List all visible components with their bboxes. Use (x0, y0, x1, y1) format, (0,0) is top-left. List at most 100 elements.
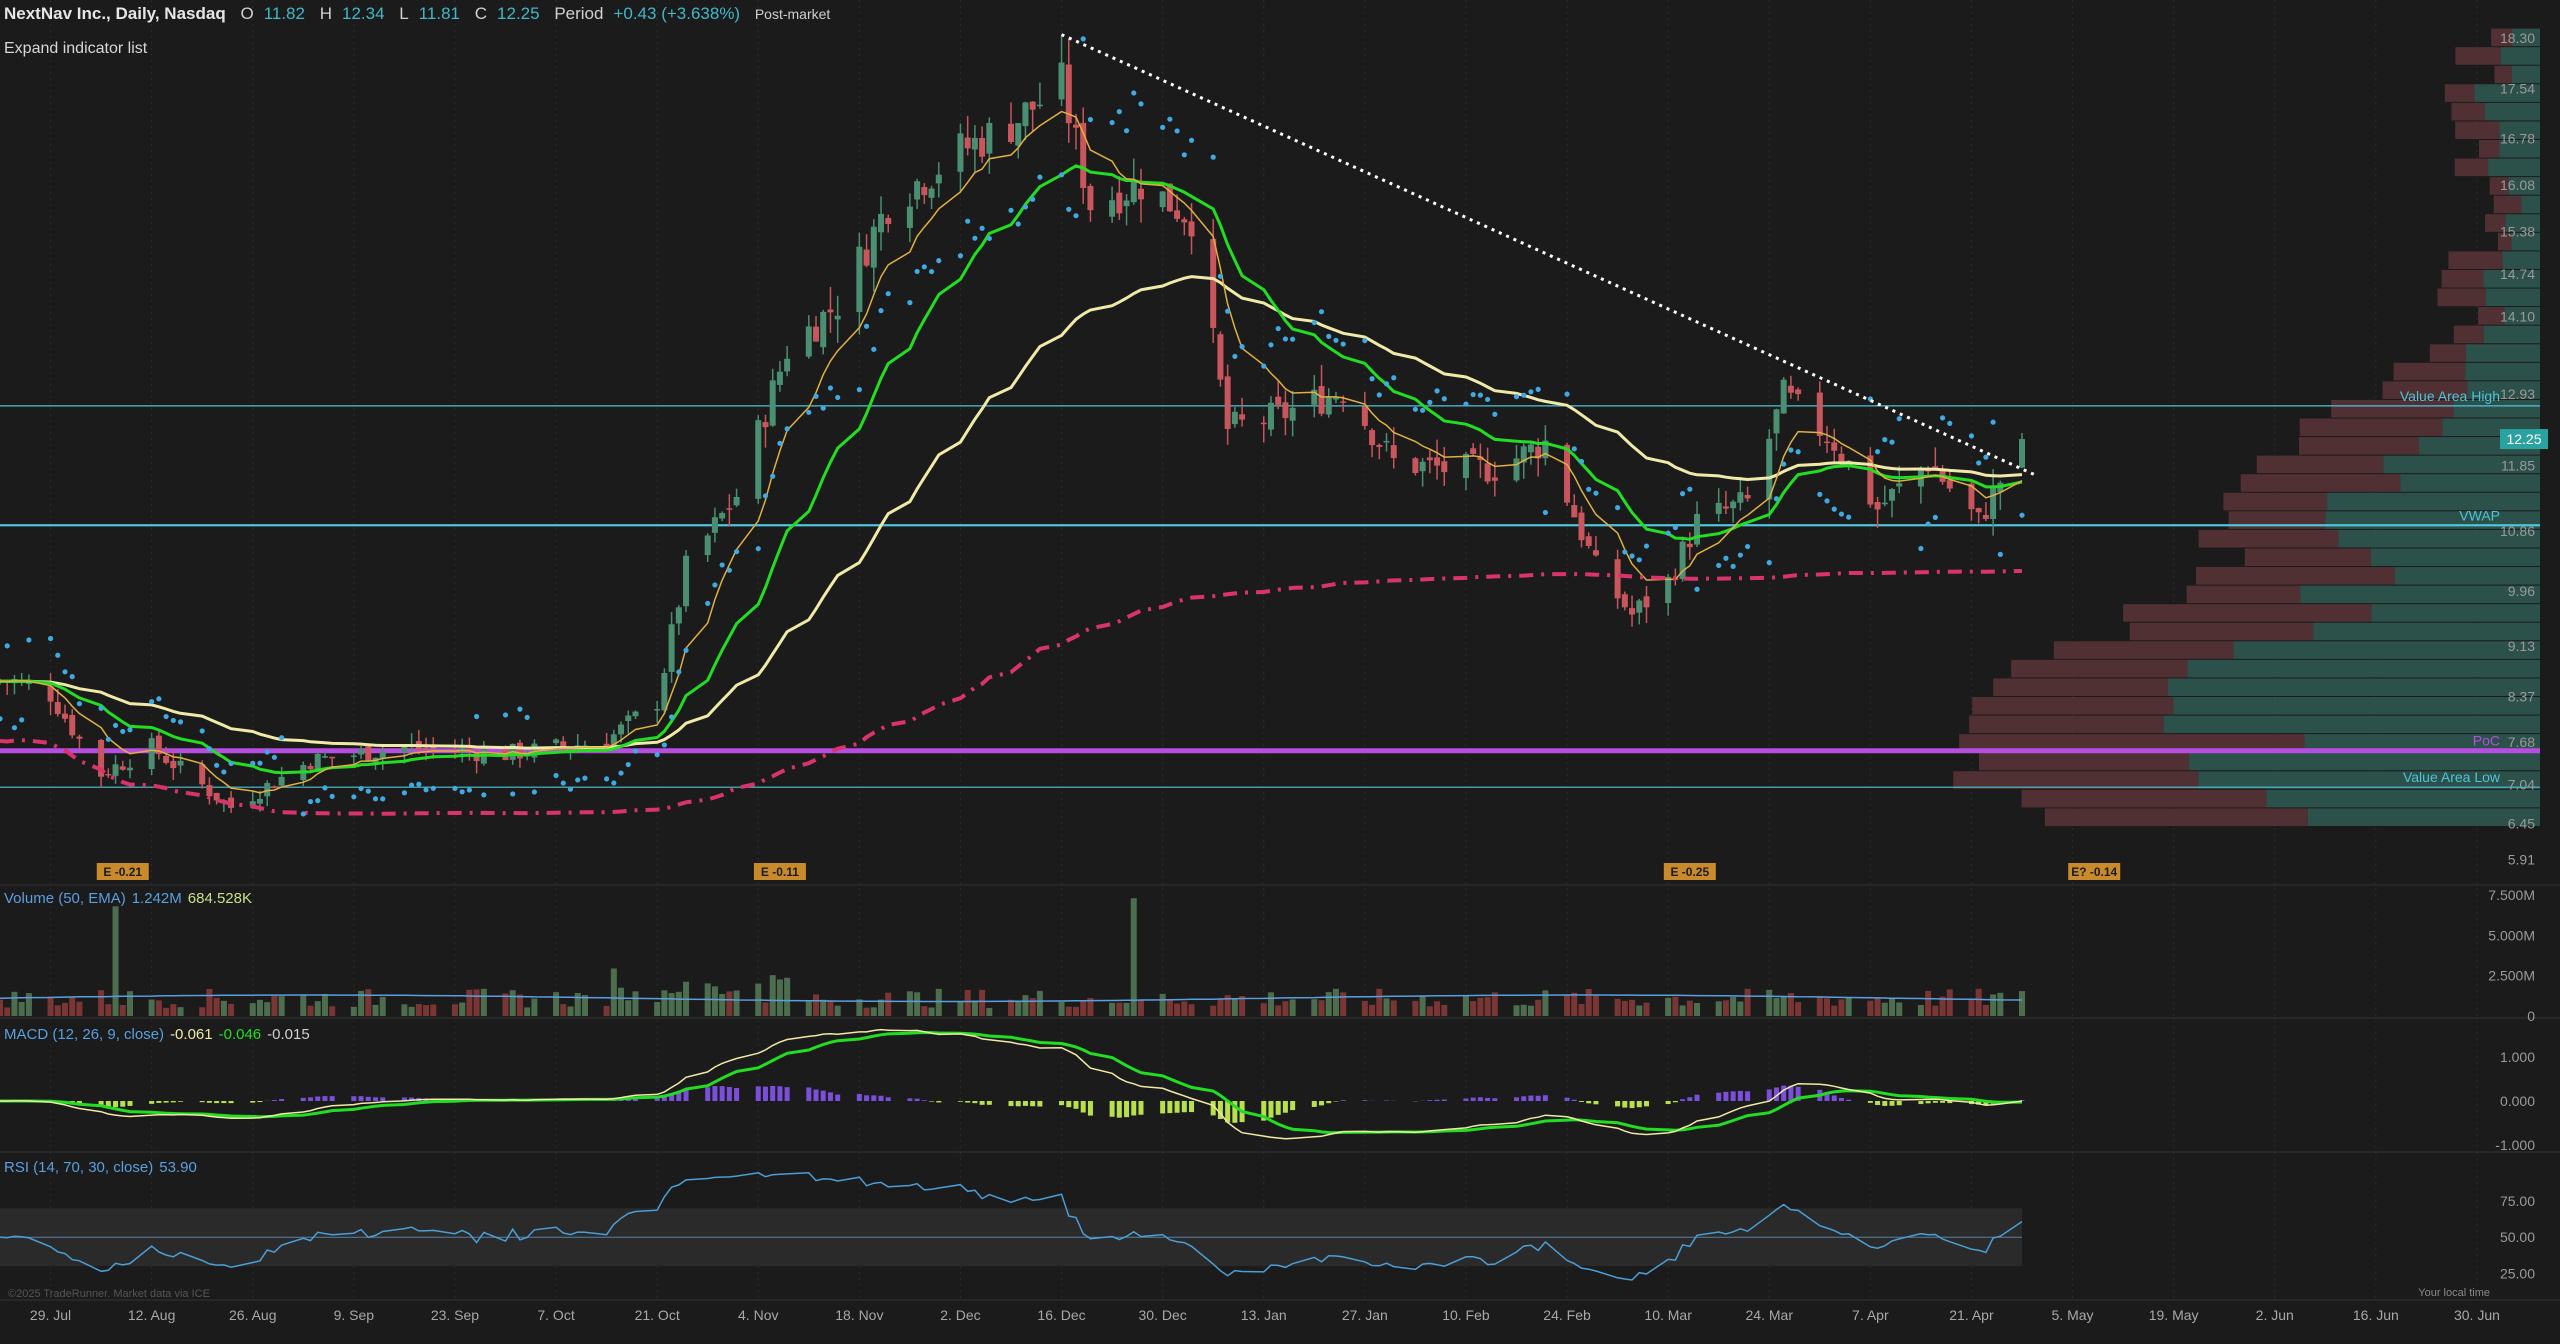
macd-histogram-bar (1435, 1100, 1440, 1101)
volume-bar (1080, 1001, 1086, 1016)
sar-dot (1326, 334, 1331, 339)
candle-body (1781, 380, 1787, 414)
candle-body (1578, 513, 1584, 541)
price-tick-label: 16.08 (2500, 177, 2535, 193)
volume-bar (986, 1008, 992, 1016)
macd-histogram-bar (1868, 1101, 1873, 1103)
profile-bar-down (1969, 716, 2164, 734)
volume-bar (625, 1000, 631, 1016)
candle-body (1723, 506, 1729, 508)
macd-histogram-bar (1319, 1101, 1324, 1105)
macd-histogram-bar (965, 1101, 970, 1103)
macd-histogram-bar (200, 1101, 205, 1102)
candle-body (1694, 514, 1700, 545)
candle-body (1492, 477, 1498, 480)
macd-histogram-bar (279, 1099, 284, 1101)
macd-histogram-bar (1593, 1101, 1598, 1104)
x-tick-label: 10. Mar (1644, 1307, 1692, 1323)
volume-bar (1730, 997, 1736, 1016)
macd-histogram-bar (828, 1092, 833, 1101)
profile-bar-down (2479, 140, 2499, 158)
volume-bar (777, 979, 783, 1016)
macd-histogram-bar (922, 1100, 927, 1101)
last-price-tag: 12.25 (2506, 431, 2541, 447)
candle-body (365, 746, 371, 761)
candle-body (726, 508, 732, 510)
vwap-label: VWAP (2459, 507, 2500, 523)
sar-dot (301, 811, 306, 816)
sar-dot (1225, 309, 1230, 314)
volume-bar (611, 968, 617, 1016)
sar-dot (55, 653, 60, 658)
candle-body (1232, 412, 1238, 424)
sar-dot (1680, 491, 1685, 496)
high-value: 12.34 (342, 4, 385, 23)
volume-bar (105, 1004, 111, 1016)
sar-dot (1369, 376, 1374, 381)
macd-histogram-bar (806, 1087, 811, 1101)
sar-dot (1875, 449, 1880, 454)
macd-histogram-bar (1182, 1101, 1187, 1112)
sar-dot (120, 729, 125, 734)
macd-histogram-bar (886, 1097, 891, 1101)
volume-bar (1376, 989, 1382, 1016)
volume-bar (1896, 1002, 1902, 1016)
x-tick-label: 18. Nov (835, 1307, 883, 1323)
sar-dot (655, 752, 660, 757)
volume-bar (62, 1003, 68, 1016)
x-tick-label: 24. Feb (1543, 1307, 1591, 1323)
macd-histogram-bar (1875, 1101, 1880, 1105)
volume-bar (1290, 999, 1296, 1016)
macd-tick-label: -1.000 (2495, 1137, 2535, 1153)
x-tick-label: 30. Dec (1139, 1307, 1187, 1323)
volume-bar (885, 993, 891, 1016)
session-label: Post-market (755, 6, 830, 22)
volume-bar (1340, 992, 1346, 1016)
volume-bar (965, 990, 971, 1016)
sar-dot (207, 746, 212, 751)
profile-bar-down (2130, 623, 2313, 641)
volume-bar (1766, 990, 1772, 1016)
volume-bar (1831, 1006, 1837, 1016)
profile-bar-down (2430, 344, 2466, 362)
sar-dot (315, 798, 320, 803)
sar-dot (503, 712, 508, 717)
profile-bar-down (1993, 678, 2168, 696)
macd-histogram-bar (756, 1086, 761, 1101)
sar-dot (965, 219, 970, 224)
candle-body (885, 218, 891, 224)
profile-bar-down (2187, 586, 2301, 604)
expand-indicator-list-button[interactable]: Expand indicator list (4, 40, 147, 58)
volume-bar (257, 1000, 263, 1016)
sar-dot (828, 385, 833, 390)
profile-bar-down (2454, 326, 2484, 344)
sar-dot (1276, 326, 1281, 331)
volume-bar (1420, 996, 1426, 1016)
poc-label: PoC (2473, 733, 2500, 749)
volume-bar (1723, 1000, 1729, 1016)
sar-dot (1687, 487, 1692, 492)
sar-dot (618, 770, 623, 775)
x-tick-label: 5. May (2052, 1307, 2094, 1323)
volume-bar (661, 990, 667, 1016)
macd-histogram-bar (1189, 1101, 1194, 1112)
candle-body (1788, 386, 1794, 393)
candle-body (1412, 458, 1418, 473)
volume-tick-label: 5.000M (2488, 927, 2535, 943)
candle-body (1687, 544, 1693, 547)
volume-bar (914, 992, 920, 1016)
sar-dot (1427, 400, 1432, 405)
volume-bar (1362, 1001, 1368, 1016)
volume-bar (1311, 999, 1317, 1016)
volume-bar (1773, 998, 1779, 1016)
volume-bar (1282, 1001, 1288, 1016)
candle-body (1124, 200, 1130, 206)
volume-bar (1434, 1001, 1440, 1016)
volume-bar (604, 1006, 610, 1016)
x-tick-label: 2. Jun (2256, 1307, 2294, 1323)
candle-body (921, 187, 927, 195)
volume-bar (156, 1000, 162, 1016)
candle-body (1037, 105, 1043, 107)
